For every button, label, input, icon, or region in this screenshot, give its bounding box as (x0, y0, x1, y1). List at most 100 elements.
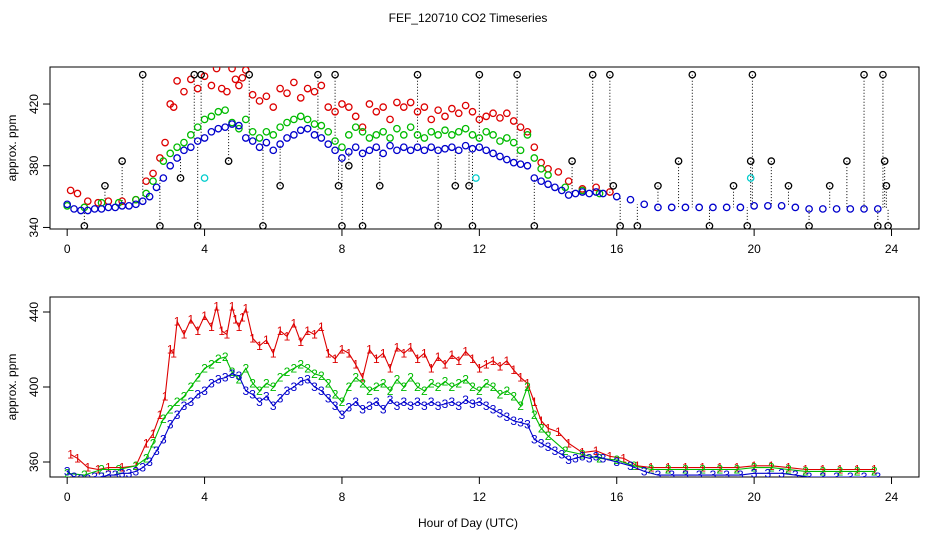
series-1-marker: 1 (150, 427, 157, 441)
series-cyan-point (472, 174, 480, 182)
series-2-point (132, 195, 140, 204)
series-2-point (180, 138, 188, 147)
series-2-marker: 2 (435, 380, 442, 394)
series-2-marker: 2 (545, 429, 552, 443)
series-2-marker: 2 (181, 389, 188, 403)
series-1-point (399, 103, 408, 111)
series-3-marker: 3 (469, 397, 476, 411)
series-3-marker: 3 (394, 399, 401, 413)
series-1-point (379, 103, 388, 111)
series-2-marker: 2 (400, 380, 407, 394)
series-3-point (180, 146, 188, 155)
x-tick-label: 16 (610, 490, 624, 504)
series-1-point (161, 138, 169, 147)
series-3-marker: 3 (153, 444, 160, 458)
series-1-point (324, 103, 333, 111)
series-flags-point (245, 70, 254, 79)
series-2-point (489, 131, 497, 139)
series-1-marker: 1 (387, 361, 394, 375)
series-3-marker: 3 (462, 393, 469, 407)
series-1-marker: 1 (751, 459, 758, 473)
series-3-point (777, 202, 786, 210)
series-3-marker: 3 (284, 384, 291, 398)
series-flags-point (805, 222, 813, 229)
series-3-point (427, 143, 436, 152)
series-1-marker: 1 (462, 344, 469, 358)
series-3-point (186, 143, 195, 152)
series-1-marker: 1 (768, 459, 775, 473)
series-2-marker: 2 (428, 376, 435, 390)
series-1-marker: 1 (455, 354, 462, 368)
series-3-marker: 3 (414, 395, 421, 409)
series-2-marker: 2 (682, 463, 689, 477)
series-flags-point (884, 222, 892, 229)
series-2-marker: 2 (837, 464, 844, 478)
series-1-point (231, 75, 240, 84)
series-1-point (461, 101, 470, 110)
series-2-marker: 2 (665, 463, 672, 477)
series-1-point (365, 100, 374, 108)
series-3-point (509, 158, 518, 167)
series-flags-point (331, 70, 339, 79)
series-flags-point (860, 70, 868, 79)
series-3-point (97, 205, 106, 213)
series-1-marker: 1 (345, 346, 352, 360)
series-1-point (331, 107, 339, 116)
series-3-marker: 3 (497, 406, 504, 420)
series-3-point (482, 146, 491, 155)
series-2-point (530, 154, 539, 162)
series-1-marker: 1 (366, 343, 373, 357)
series-flags-point (568, 157, 576, 165)
series-flags-point (358, 222, 367, 229)
series-flags-point (843, 157, 851, 165)
series-cyan-point (746, 174, 755, 182)
series-3-point (235, 121, 243, 130)
series-flags-point (375, 181, 384, 190)
series-1-point (149, 169, 157, 178)
series-1-marker: 1 (167, 343, 174, 357)
series-flags-point (434, 222, 442, 229)
series-1-marker: 1 (284, 329, 291, 343)
series-3-marker: 3 (345, 401, 352, 415)
series-1-marker: 1 (490, 354, 497, 368)
series-3-marker: 3 (579, 449, 586, 463)
series-3-point (805, 205, 813, 213)
series-3-marker: 3 (751, 466, 758, 480)
series-2-point (248, 127, 257, 136)
series-1-marker: 1 (442, 358, 449, 372)
series-flags-point (276, 181, 284, 190)
series-3-marker: 3 (139, 461, 146, 475)
series-1-marker: 1 (325, 346, 332, 360)
series-3-point (667, 203, 676, 212)
series-1-marker: 1 (476, 361, 483, 375)
series-1-marker: 1 (174, 314, 181, 328)
series-3-marker: 3 (133, 464, 140, 478)
series-3-marker: 3 (435, 399, 442, 413)
series-2-point (241, 115, 250, 124)
series-2-marker: 2 (291, 361, 298, 375)
series-1-marker: 1 (435, 350, 442, 364)
series-2-marker: 2 (387, 384, 394, 398)
series-1-marker: 1 (311, 328, 318, 342)
series-flags-point (118, 157, 126, 165)
series-3-marker: 3 (229, 367, 236, 381)
series-2-marker: 2 (497, 388, 504, 402)
series-flags-point (156, 222, 164, 229)
series-1-point (468, 107, 477, 116)
series-3-point (640, 200, 649, 209)
series-3-point (654, 203, 662, 212)
series-3-marker: 3 (297, 374, 304, 388)
series-2-marker: 2 (297, 358, 304, 372)
series-2-marker: 2 (854, 464, 861, 478)
x-tick-label: 16 (610, 242, 624, 256)
series-1-point (564, 177, 573, 186)
series-1-marker: 1 (304, 324, 311, 338)
series-1-marker: 1 (414, 352, 421, 366)
series-2-marker: 2 (81, 468, 88, 482)
series-1-marker: 1 (143, 436, 150, 450)
series-2-marker: 2 (256, 384, 263, 398)
series-2-marker: 2 (631, 459, 638, 473)
series-flags-point (705, 222, 714, 229)
series-2-point (544, 171, 552, 179)
